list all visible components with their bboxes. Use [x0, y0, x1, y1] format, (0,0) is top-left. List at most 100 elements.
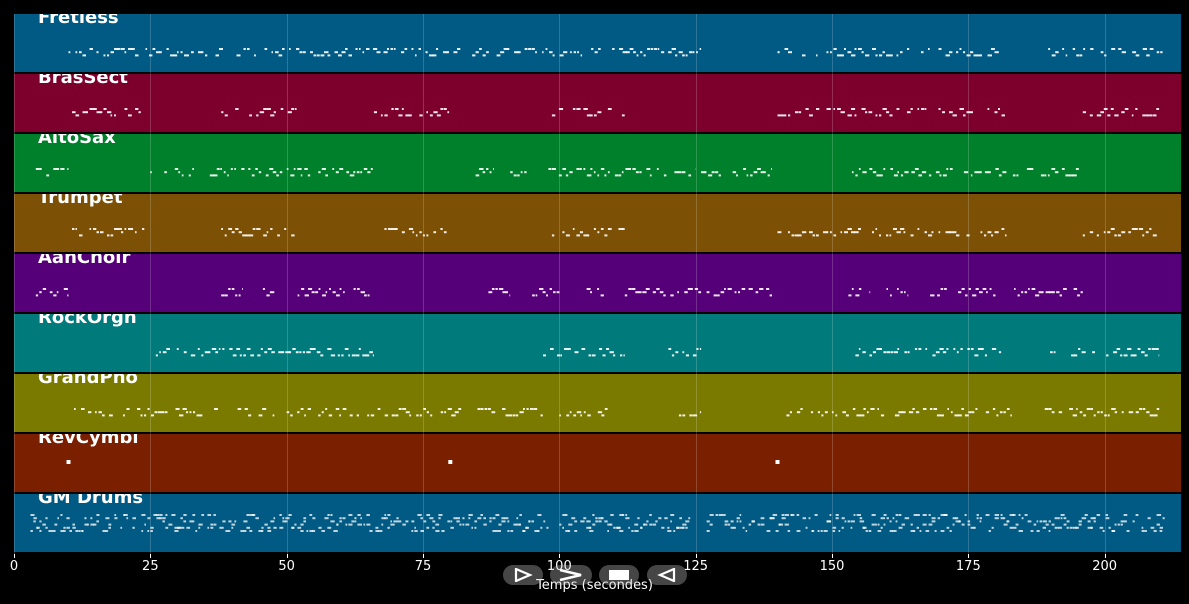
note-mark [748, 288, 753, 290]
note-mark [956, 51, 959, 54]
note-mark [220, 168, 222, 170]
note-mark [1006, 520, 1009, 523]
note-mark [150, 526, 154, 529]
note-mark [676, 526, 679, 529]
note-mark [682, 54, 685, 57]
note-mark [1120, 520, 1124, 523]
note-mark [159, 514, 163, 516]
note-mark [532, 294, 535, 297]
note-mark [947, 408, 949, 410]
note-mark [1079, 411, 1083, 414]
note-mark [335, 171, 339, 174]
note-mark [879, 234, 881, 237]
note-mark [748, 523, 752, 526]
note-mark [1131, 228, 1137, 230]
note-mark [787, 530, 791, 532]
note-mark [667, 530, 672, 532]
note-mark [875, 228, 878, 230]
stop-button[interactable] [599, 565, 639, 585]
note-mark [851, 54, 856, 57]
note-mark [186, 411, 189, 414]
note-mark [1153, 414, 1158, 417]
note-mark [78, 530, 81, 532]
note-mark [607, 530, 609, 532]
note-mark [1044, 174, 1047, 177]
note-mark [426, 514, 431, 516]
note-mark [734, 291, 737, 294]
note-mark [1107, 114, 1111, 117]
rewind-button[interactable] [647, 565, 687, 585]
note-mark [182, 408, 187, 410]
note-mark [966, 111, 971, 114]
note-mark [1086, 408, 1091, 410]
play-outline-icon [514, 568, 533, 582]
note-mark [503, 48, 508, 50]
note-mark [640, 526, 643, 529]
note-mark [1135, 54, 1140, 57]
note-mark [592, 354, 596, 357]
note-mark [528, 520, 531, 523]
note-mark [788, 114, 791, 117]
note-mark [915, 411, 920, 414]
note-mark [330, 354, 336, 357]
note-mark [405, 411, 410, 414]
note-mark [597, 111, 602, 114]
note-mark [354, 520, 357, 523]
note-mark [1014, 288, 1016, 290]
note-mark [984, 354, 987, 357]
note-mark [69, 530, 72, 532]
note-mark [391, 414, 395, 417]
note-mark [1128, 411, 1134, 414]
note-mark [534, 530, 539, 532]
note-mark [218, 348, 221, 350]
note-mark [1110, 108, 1114, 110]
note-mark [896, 54, 899, 57]
note-mark [256, 114, 259, 117]
note-mark [709, 514, 714, 516]
fast-forward-button[interactable] [550, 565, 592, 585]
note-mark [831, 411, 834, 414]
note-mark [913, 514, 917, 516]
note-mark [1111, 48, 1116, 50]
note-mark [296, 48, 300, 50]
note-mark [135, 231, 137, 234]
note-mark [495, 530, 499, 532]
note-mark [1141, 526, 1144, 529]
note-mark [141, 530, 144, 532]
note-mark [895, 520, 898, 523]
note-mark [896, 108, 900, 110]
note-mark [939, 174, 942, 177]
note-mark [349, 414, 353, 417]
note-mark [961, 408, 964, 410]
note-mark [861, 108, 866, 110]
note-mark [940, 530, 945, 532]
note-mark [724, 520, 729, 523]
note-mark [250, 354, 254, 357]
note-mark [592, 523, 596, 526]
note-mark [207, 514, 212, 516]
note-mark [907, 48, 910, 50]
note-mark [1080, 291, 1083, 294]
note-mark [522, 530, 525, 532]
note-mark [607, 228, 612, 230]
note-mark [66, 460, 71, 464]
note-mark [482, 171, 486, 174]
note-mark [699, 411, 702, 414]
note-mark [892, 517, 895, 520]
note-mark [853, 514, 856, 516]
note-mark [1072, 174, 1077, 177]
note-mark [1012, 514, 1016, 516]
note-mark [161, 411, 165, 414]
note-mark [907, 351, 910, 354]
note-mark [685, 54, 688, 57]
note-mark [736, 517, 740, 520]
play-outline-button[interactable] [503, 565, 543, 585]
note-mark [614, 174, 619, 177]
note-mark [394, 108, 399, 110]
note-mark [306, 351, 311, 354]
note-mark [176, 348, 179, 350]
note-mark [262, 408, 267, 410]
track-label: RevCymbl [38, 434, 139, 448]
note-mark [533, 408, 538, 410]
note-mark [963, 114, 966, 117]
